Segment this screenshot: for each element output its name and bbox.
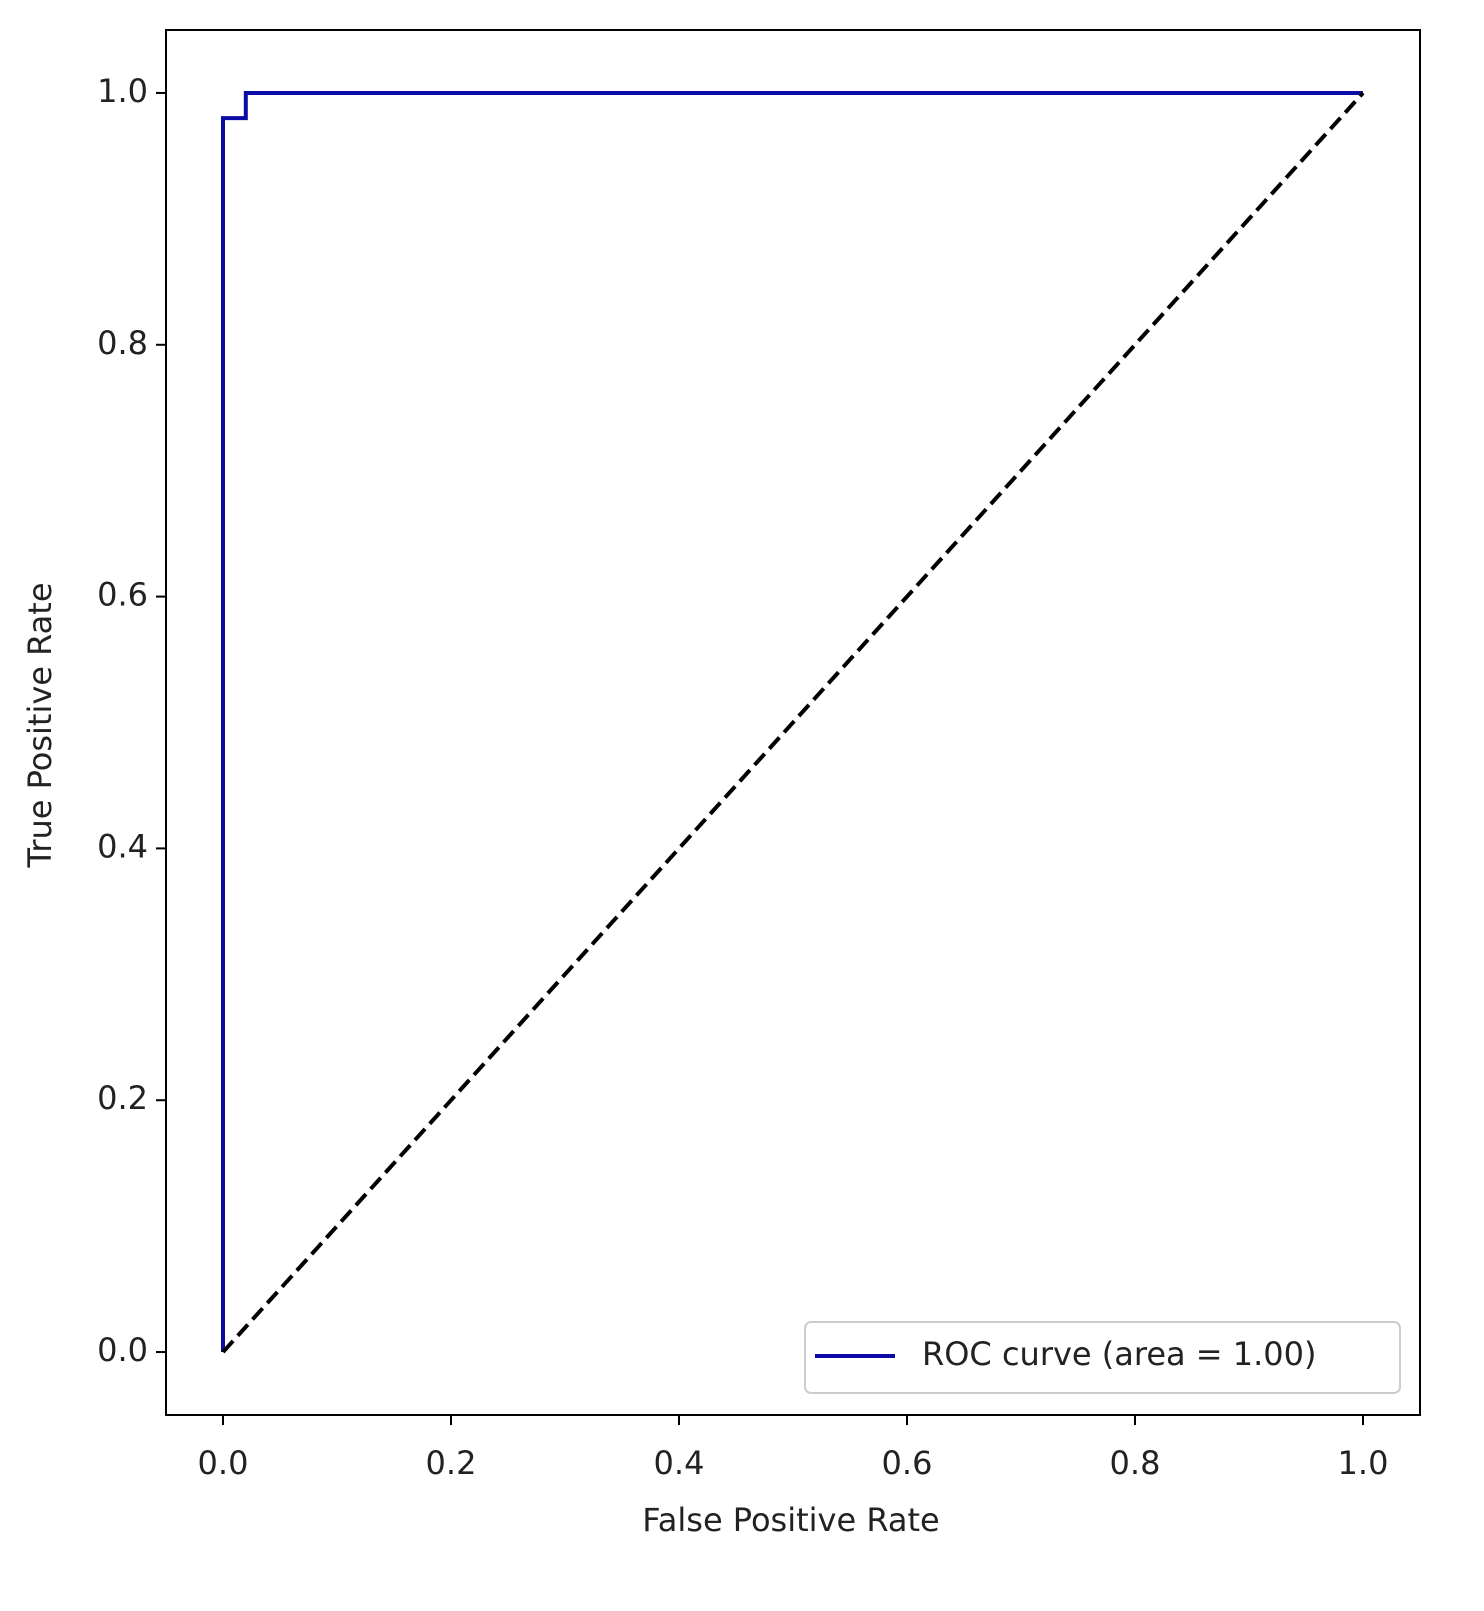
x-tick-label: 0.0	[198, 1444, 249, 1482]
line-series	[221, 91, 1365, 1354]
x-tick-label: 0.8	[1110, 1444, 1161, 1482]
y-tick-label: 0.2	[97, 1079, 148, 1117]
y-tick-label: 1.0	[97, 72, 148, 110]
y-tick-label: 0.8	[97, 324, 148, 362]
x-tick-label: 1.0	[1338, 1444, 1389, 1482]
legend-label: ROC curve (area = 1.00)	[922, 1335, 1317, 1373]
y-axis-label: True Positive Rate	[21, 582, 59, 868]
axes-frame	[165, 29, 1421, 1416]
line-series	[221, 90, 1363, 1353]
x-tick-label: 0.6	[882, 1444, 933, 1482]
x-tick-label: 0.2	[426, 1444, 477, 1482]
legend-box	[804, 1321, 1401, 1394]
y-tick-label: 0.0	[97, 1331, 148, 1369]
y-tick-label: 0.6	[97, 576, 148, 614]
y-tick-label: 0.4	[97, 827, 148, 865]
x-tick-label: 0.4	[654, 1444, 705, 1482]
x-axis-label: False Positive Rate	[642, 1501, 939, 1539]
